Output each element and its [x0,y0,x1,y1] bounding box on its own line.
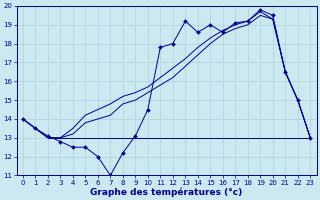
X-axis label: Graphe des températures (°c): Graphe des températures (°c) [91,187,243,197]
